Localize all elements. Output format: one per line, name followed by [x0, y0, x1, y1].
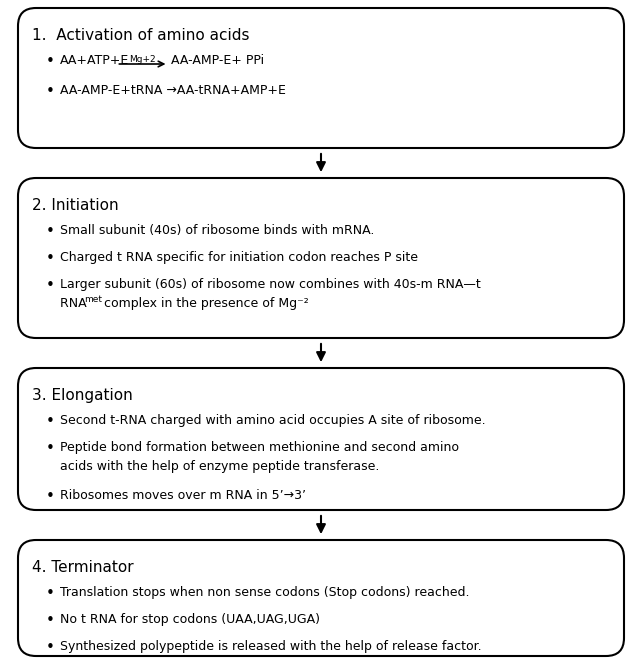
- Text: •: •: [46, 224, 55, 239]
- FancyBboxPatch shape: [18, 178, 624, 338]
- Text: Larger subunit (60s) of ribosome now combines with 40s-m RNA—t: Larger subunit (60s) of ribosome now com…: [60, 278, 481, 291]
- Text: met: met: [84, 295, 102, 304]
- Text: •: •: [46, 586, 55, 601]
- Text: Charged t RNA specific for initiation codon reaches P site: Charged t RNA specific for initiation co…: [60, 251, 418, 264]
- Text: RNA: RNA: [60, 297, 91, 310]
- Text: 4. Terminator: 4. Terminator: [32, 560, 134, 575]
- Text: 1.  Activation of amino acids: 1. Activation of amino acids: [32, 28, 250, 43]
- Text: Mg+2: Mg+2: [129, 55, 156, 64]
- Text: Small subunit (40s) of ribosome binds with mRNA.: Small subunit (40s) of ribosome binds wi…: [60, 224, 374, 237]
- Text: AA+ATP+E: AA+ATP+E: [60, 54, 129, 67]
- Text: Peptide bond formation between methionine and second amino: Peptide bond formation between methionin…: [60, 441, 459, 454]
- FancyBboxPatch shape: [18, 540, 624, 656]
- Text: •: •: [46, 278, 55, 293]
- Text: AA-AMP-E+ PPi: AA-AMP-E+ PPi: [171, 54, 265, 67]
- Text: Ribosomes moves over m RNA in 5’→3’: Ribosomes moves over m RNA in 5’→3’: [60, 489, 306, 502]
- Text: •: •: [46, 54, 55, 69]
- Text: No t RNA for stop codons (UAA,UAG,UGA): No t RNA for stop codons (UAA,UAG,UGA): [60, 613, 320, 626]
- Text: complex in the presence of Mg⁻²: complex in the presence of Mg⁻²: [101, 297, 309, 310]
- Text: •: •: [46, 251, 55, 266]
- Text: •: •: [46, 84, 55, 99]
- FancyBboxPatch shape: [18, 8, 624, 148]
- Text: Translation stops when non sense codons (Stop codons) reached.: Translation stops when non sense codons …: [60, 586, 469, 599]
- Text: •: •: [46, 640, 55, 655]
- Text: Synthesized polypeptide is released with the help of release factor.: Synthesized polypeptide is released with…: [60, 640, 482, 653]
- FancyBboxPatch shape: [18, 368, 624, 510]
- Text: Second t-RNA charged with amino acid occupies A site of ribosome.: Second t-RNA charged with amino acid occ…: [60, 414, 485, 427]
- Text: •: •: [46, 441, 55, 456]
- Text: 2. Initiation: 2. Initiation: [32, 198, 119, 213]
- Text: 3. Elongation: 3. Elongation: [32, 388, 133, 403]
- Text: •: •: [46, 414, 55, 429]
- Text: acids with the help of enzyme peptide transferase.: acids with the help of enzyme peptide tr…: [60, 460, 379, 473]
- Text: •: •: [46, 489, 55, 504]
- Text: •: •: [46, 613, 55, 628]
- Text: AA-AMP-E+tRNA →AA-tRNA+AMP+E: AA-AMP-E+tRNA →AA-tRNA+AMP+E: [60, 84, 286, 97]
